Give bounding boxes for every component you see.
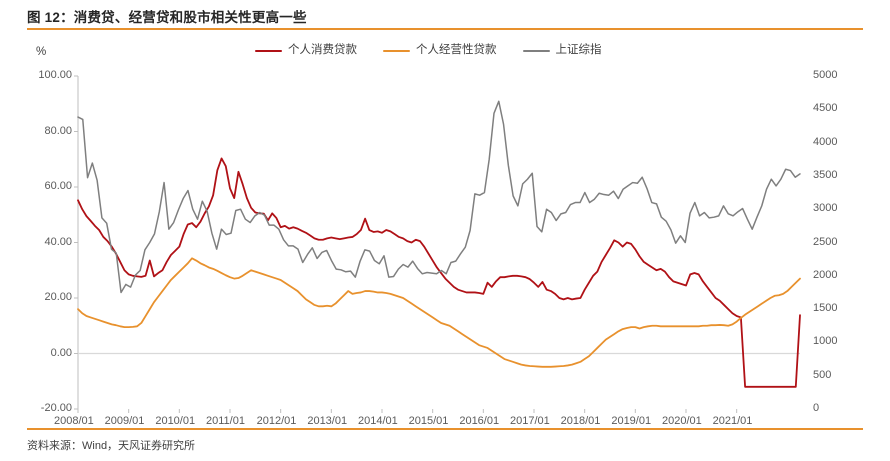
legend-label-business-loan: 个人经营性贷款	[416, 44, 497, 56]
y2-axis-tick-label: 4000	[813, 135, 838, 148]
y-axis-tick-label: 20.00	[44, 291, 72, 303]
chart-legend: 个人消费贷款 个人经营性贷款 上证综指	[255, 44, 602, 57]
legend-label-shanghai-index: 上证综指	[555, 44, 602, 56]
legend-item-shanghai-index[interactable]: 上证综指	[522, 44, 602, 57]
x-axis-tick-label: 2013/01	[307, 415, 348, 427]
plot-svg	[74, 75, 801, 413]
title-bar: 图 12：消费贷、经营贷和股市相关性更高一些	[0, 0, 890, 30]
source-note: 资料来源：Wind，天风证券研究所	[27, 440, 196, 452]
legend-item-business-loan[interactable]: 个人经营性贷款	[383, 44, 497, 57]
plot-wrap: -20.00 0.00 20.00 40.00 60.00 80.00 100.00 0 500…	[0, 32, 890, 427]
x-axis-tick-label: 2020/01	[662, 415, 702, 427]
legend-label-consumer-loan: 个人消费贷款	[288, 44, 357, 56]
series-line-shanghai-index	[77, 100, 801, 294]
legend-swatch-consumer-loan	[255, 49, 282, 52]
y-axis-tick-label: 40.00	[44, 235, 72, 248]
y2-axis-tick-label: 1500	[813, 302, 838, 315]
y-axis-unit-label: %	[36, 46, 47, 58]
page-title: 图 12：消费贷、经营贷和股市相关性更高一些	[27, 10, 307, 25]
y2-axis-tick-label: 4500	[813, 102, 838, 115]
x-axis-tick-label: 2008/01	[54, 415, 94, 427]
x-axis-tick-label: 2012/01	[256, 415, 297, 427]
series-line-consumer-loan	[77, 157, 801, 388]
y-axis-tick-label: 60.00	[44, 180, 72, 192]
x-axis-tick-label: 2017/01	[510, 415, 550, 427]
x-axis-tick-label: 2016/01	[459, 415, 500, 427]
chart-area: % 个人消费贷款 个人经营性贷款 上证综指 -20.00 0.00 20.00 40.…	[0, 32, 890, 427]
y2-axis-tick-label: 2500	[813, 235, 838, 248]
y2-axis-tick-label: 3500	[813, 168, 838, 181]
y2-axis-tick-label: 500	[813, 368, 832, 381]
x-axis-tick-label: 2015/01	[408, 415, 449, 427]
x-axis-tick-label: 2021/01	[712, 415, 753, 427]
y-axis-tick-label: 0.00	[50, 346, 72, 359]
y2-axis-tick-label: 5000	[813, 69, 838, 81]
y2-axis-tick-label: 2000	[813, 268, 838, 281]
divider-bottom	[27, 428, 863, 430]
y-axis-tick-label: 80.00	[44, 124, 72, 137]
x-axis-tick-label: 2011/01	[206, 415, 245, 427]
x-axis-tick-label: 2010/01	[155, 415, 196, 427]
x-axis-tick-label: 2009/01	[104, 415, 145, 427]
y-axis-tick-label: -20.00	[40, 402, 72, 414]
legend-swatch-business-loan	[383, 49, 410, 52]
y2-axis-tick-label: 0	[813, 402, 820, 414]
x-axis-tick-label: 2018/01	[560, 415, 601, 427]
legend-swatch-shanghai-index	[522, 49, 550, 52]
series-line-business-loan	[77, 257, 801, 368]
y2-axis-tick-label: 1000	[813, 335, 838, 348]
divider-top	[27, 28, 863, 30]
y2-axis-tick-label: 3000	[813, 202, 838, 215]
x-axis-tick-label: 2014/01	[358, 415, 398, 427]
y-axis-tick-label: 100.00	[38, 69, 72, 81]
legend-item-consumer-loan[interactable]: 个人消费贷款	[255, 44, 357, 57]
x-axis-tick-label: 2019/01	[611, 415, 652, 427]
